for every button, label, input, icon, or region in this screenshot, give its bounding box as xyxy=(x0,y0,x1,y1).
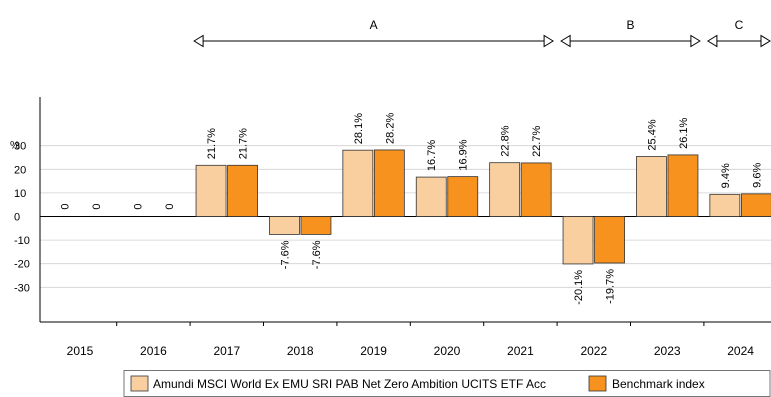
legend: Amundi MSCI World Ex EMU SRI PAB Net Zer… xyxy=(123,370,771,397)
data-label: -7.6% xyxy=(311,240,323,269)
data-label: 0 xyxy=(133,203,145,209)
x-tick-label: 2021 xyxy=(507,344,534,358)
bar-fund xyxy=(342,149,374,217)
data-label: 25.4% xyxy=(646,119,658,150)
bar-benchmark xyxy=(227,164,258,217)
y-unit-label: % xyxy=(10,140,20,152)
axes: 30 20 10 0 -10 -20 -30% 2015 2016 2017 2018 2019 202… xyxy=(10,97,771,358)
gridlines xyxy=(40,145,771,288)
data-label: 9.4% xyxy=(720,163,732,188)
x-tick-label: 2015 xyxy=(67,344,94,358)
bar-benchmark xyxy=(373,149,405,217)
data-label: 28.1% xyxy=(353,113,365,144)
arrow-head xyxy=(690,34,701,48)
bar-benchmark xyxy=(447,176,479,217)
data-label: 0 xyxy=(59,203,71,209)
period-label: C xyxy=(735,18,744,32)
y-tick-label: 20 xyxy=(14,164,26,176)
period-label: A xyxy=(370,18,378,32)
data-label: -19.7% xyxy=(605,269,617,304)
x-tick-label: 2023 xyxy=(654,344,681,358)
period-annotations: A B C xyxy=(193,18,771,48)
x-tick-label: 2020 xyxy=(434,344,461,358)
y-tick-label: -30 xyxy=(14,282,30,294)
x-tick-label: 2019 xyxy=(360,344,387,358)
arrow-head xyxy=(706,34,718,48)
legend-label: Benchmark index xyxy=(612,377,705,391)
y-tick-label: 30 xyxy=(14,141,26,153)
x-tick-label: 2022 xyxy=(580,344,607,358)
x-tick-label: 2018 xyxy=(287,344,314,358)
bar-fund xyxy=(415,176,447,217)
data-label: 22.7% xyxy=(531,126,543,157)
arrow-head xyxy=(560,34,571,48)
data-labels: 0 0 21.7% -7.6% 28.1% 16.7% 22.8% -20.1% 25.4% 9.… xyxy=(59,113,763,305)
bar-fund xyxy=(269,216,300,235)
period-label: B xyxy=(626,18,634,32)
data-label: 21.7% xyxy=(206,128,218,159)
bar-benchmark xyxy=(740,193,771,217)
legend-label: Amundi MSCI World Ex EMU SRI PAB Net Zer… xyxy=(153,377,546,391)
arrow-head xyxy=(760,34,771,48)
data-label: -20.1% xyxy=(573,270,585,305)
bar-fund xyxy=(709,193,741,217)
x-tick-label: 2016 xyxy=(140,344,167,358)
bar-benchmark xyxy=(300,216,332,235)
data-label: 0 xyxy=(164,203,176,209)
y-tick-label: 0 xyxy=(14,212,20,224)
x-tick-label: 2017 xyxy=(213,344,240,358)
bar-benchmark xyxy=(594,216,625,264)
legend-box xyxy=(123,370,771,397)
legend-swatch xyxy=(130,375,149,392)
y-tick-label: -20 xyxy=(14,259,30,271)
legend-swatch xyxy=(588,375,607,392)
data-label: 16.7% xyxy=(426,140,438,171)
bar-fund xyxy=(195,164,227,217)
bar-fund xyxy=(489,162,521,217)
bar-benchmark xyxy=(520,162,552,217)
data-label: 16.9% xyxy=(458,139,470,170)
data-label: 21.7% xyxy=(238,128,250,159)
y-tick-label: -10 xyxy=(14,235,30,247)
data-label: 22.8% xyxy=(500,125,512,156)
y-tick-label: 10 xyxy=(14,188,26,200)
bars xyxy=(195,149,771,265)
data-label: -7.6% xyxy=(279,240,291,269)
data-label: 26.1% xyxy=(678,117,690,148)
x-tick-label: 2024 xyxy=(727,344,754,358)
arrow-head xyxy=(543,34,555,48)
data-label: 28.2% xyxy=(384,113,396,144)
bar-fund xyxy=(636,156,667,217)
data-label: 0 xyxy=(91,203,103,209)
bar-benchmark xyxy=(667,154,699,217)
data-label: 9.6% xyxy=(751,163,763,188)
arrow-head xyxy=(193,34,204,48)
bar-fund xyxy=(562,216,594,265)
